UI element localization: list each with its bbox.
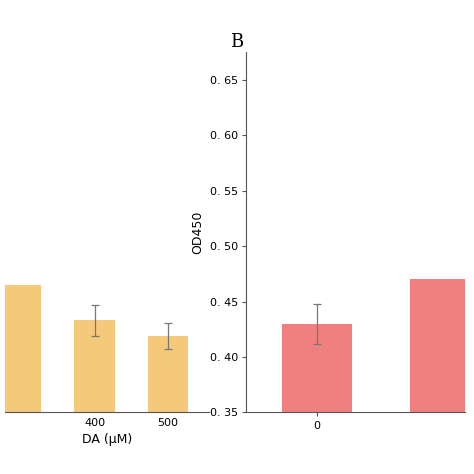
X-axis label: DA (μM): DA (μM) xyxy=(82,434,132,447)
Bar xyxy=(0,285,41,474)
Y-axis label: OD450: OD450 xyxy=(191,210,204,254)
Bar xyxy=(74,320,115,474)
Bar xyxy=(410,279,474,474)
Text: B: B xyxy=(230,33,244,51)
Bar xyxy=(282,324,352,474)
Bar xyxy=(148,336,188,474)
